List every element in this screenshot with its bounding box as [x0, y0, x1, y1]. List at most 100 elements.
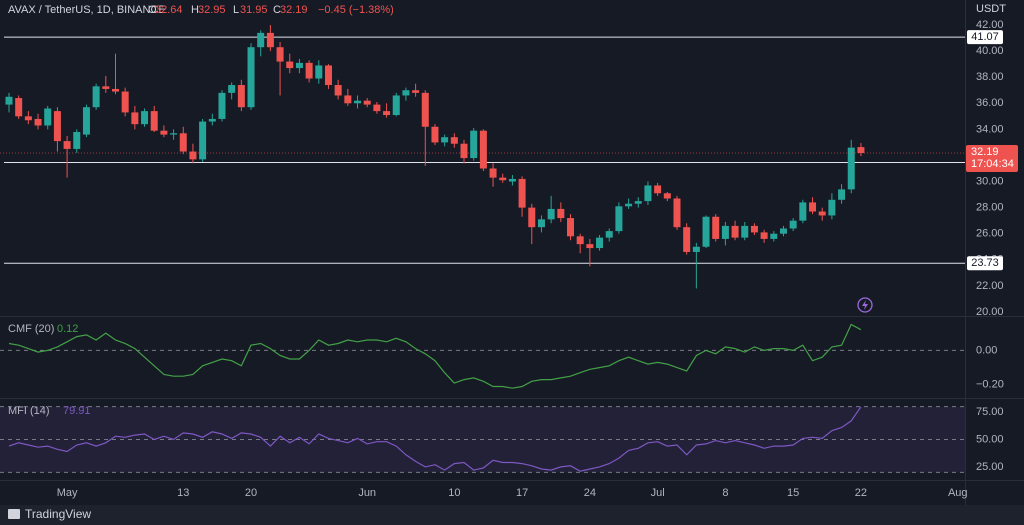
candle-body: [324, 65, 332, 86]
x-tick-label: 20: [245, 487, 257, 499]
candle-body: [673, 198, 681, 228]
y-tick-label: 38.00: [976, 71, 1004, 83]
x-tick-label: 17: [516, 487, 528, 499]
candle-body: [586, 244, 594, 249]
candle-body: [344, 95, 352, 104]
y-tick-label: 25.00: [976, 461, 1004, 473]
candle-body: [421, 92, 429, 127]
candle-body: [247, 47, 255, 108]
indicator-value: 0.12: [57, 323, 78, 335]
ohlc-value: 32.95: [198, 4, 226, 16]
last-price-label: 32.19: [971, 146, 999, 158]
candle-body: [189, 151, 197, 160]
x-tick-label: 22: [855, 487, 867, 499]
candle-body: [199, 121, 207, 160]
candle-body: [354, 100, 362, 104]
candle-body: [15, 98, 23, 117]
candle-body: [24, 116, 32, 121]
candle-body: [373, 104, 381, 112]
candle-body: [44, 108, 52, 126]
candle-body: [528, 207, 536, 228]
brand: TradingView: [25, 507, 91, 521]
candle-body: [92, 86, 100, 108]
candle-body: [266, 32, 274, 48]
candle-body: [441, 137, 449, 143]
candle-body: [82, 107, 90, 135]
candle-body: [750, 225, 758, 233]
level-label-box: [967, 256, 1003, 271]
y-tick-label: 42.00: [976, 19, 1004, 31]
candle-body: [218, 92, 226, 119]
ohlc-letter: C: [273, 4, 281, 16]
candle-body: [470, 130, 478, 159]
ohlc-value: 31.95: [240, 4, 268, 16]
candle-body: [828, 199, 836, 216]
y-tick-label: 75.00: [976, 406, 1004, 418]
candle-body: [460, 143, 468, 159]
candle-body: [383, 111, 391, 116]
candle-body: [305, 62, 313, 79]
candle-body: [847, 147, 855, 190]
candle-body: [518, 178, 526, 208]
candle-body: [809, 202, 817, 212]
candle-body: [731, 225, 739, 238]
ohlc-letter: H: [191, 4, 199, 16]
y-axis-label: USDT: [976, 3, 1006, 15]
indicator-value: 79.91: [63, 405, 91, 417]
candle-body: [228, 85, 236, 93]
y-tick-label: 34.00: [976, 123, 1004, 135]
candle-body: [547, 208, 555, 220]
candle-body: [634, 201, 642, 204]
candle-body: [160, 130, 168, 135]
last-price-box: [966, 144, 1018, 172]
candle-body: [5, 96, 13, 105]
candle-body: [111, 88, 119, 92]
candle-body: [683, 227, 691, 252]
candle-body: [838, 189, 846, 200]
candle-body: [257, 32, 265, 48]
candle-body: [508, 178, 516, 182]
alert-icon[interactable]: [857, 297, 873, 313]
ohlc-value: 32.19: [280, 4, 308, 16]
level-label: 23.73: [971, 257, 999, 269]
candle-body: [334, 85, 342, 96]
brand-logo: [8, 509, 20, 519]
y-tick-label: 50.00: [976, 433, 1004, 445]
y-tick-label: 40.00: [976, 45, 1004, 57]
x-tick-label: 24: [584, 487, 596, 499]
x-tick-label: Jul: [651, 487, 665, 499]
y-tick-label: 20.00: [976, 306, 1004, 318]
ohlc-letter: O: [148, 4, 157, 16]
candle-body: [499, 177, 507, 181]
x-tick-label: May: [57, 487, 78, 499]
level-label: 41.07: [971, 31, 999, 43]
candle-body: [208, 118, 216, 122]
candle-body: [315, 65, 323, 79]
candle-body: [644, 185, 652, 202]
candle-body: [692, 246, 700, 252]
candle-body: [34, 118, 42, 126]
candle-body: [789, 220, 797, 229]
candle-body: [276, 47, 284, 62]
candle-body: [295, 62, 303, 69]
y-tick-label: 0.00: [976, 344, 997, 356]
candle-body: [712, 216, 720, 239]
y-tick-label: 28.00: [976, 202, 1004, 214]
candle-body: [741, 225, 749, 238]
candle-body: [818, 211, 826, 216]
candle-body: [363, 100, 371, 105]
candle-body: [567, 218, 575, 237]
candle-body: [150, 111, 158, 131]
candle-body: [605, 231, 613, 238]
x-tick-label: 10: [448, 487, 460, 499]
y-tick-label: 26.00: [976, 228, 1004, 240]
candle-body: [702, 216, 710, 247]
ohlc-value: 32.64: [155, 4, 183, 16]
level-label-box: [967, 30, 1003, 45]
candle-body: [615, 206, 623, 232]
indicator-title: MFI (14): [8, 405, 50, 417]
candle-body: [576, 236, 584, 245]
y-tick-label: 22.00: [976, 280, 1004, 292]
